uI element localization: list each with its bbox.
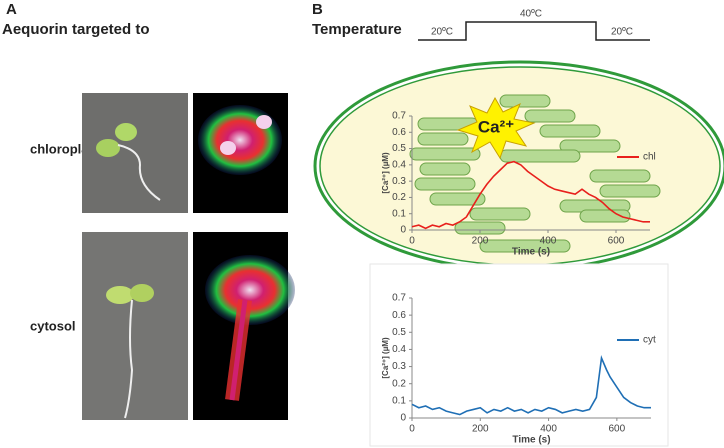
y-tick-label: 0.6 bbox=[392, 127, 406, 138]
data-line bbox=[411, 160, 650, 230]
legend-label: cyt bbox=[643, 335, 656, 346]
y-tick-label: 0.7 bbox=[392, 111, 406, 122]
y-axis-label: [Ca²⁺] (µM) bbox=[381, 152, 390, 194]
legend-label: chl bbox=[643, 152, 656, 163]
x-tick-label: 600 bbox=[609, 424, 626, 435]
y-tick-label: 0 bbox=[400, 225, 406, 236]
seedling-photo bbox=[82, 93, 188, 420]
x-tick-label: 600 bbox=[608, 236, 625, 247]
y-tick-label: 0.1 bbox=[392, 395, 406, 406]
x-tick-label: 0 bbox=[409, 424, 415, 435]
temp-label: 20ºC bbox=[611, 27, 633, 38]
y-tick-label: 0.4 bbox=[392, 344, 406, 355]
x-tick-label: 0 bbox=[409, 236, 415, 247]
badge-text: Ca²⁺ bbox=[478, 117, 514, 136]
y-tick-label: 0.1 bbox=[392, 208, 406, 219]
luminescence-image bbox=[193, 93, 295, 420]
chart-frame bbox=[369, 263, 669, 447]
x-tick-label: 400 bbox=[540, 424, 557, 435]
y-tick-label: 0.5 bbox=[392, 143, 406, 154]
row-label: cytosol bbox=[30, 318, 76, 333]
y-tick-label: 0.5 bbox=[392, 327, 406, 338]
x-tick-label: 200 bbox=[472, 236, 489, 247]
y-tick-label: 0.2 bbox=[392, 192, 406, 203]
panel-letter: A bbox=[6, 1, 17, 18]
x-tick-label: 400 bbox=[540, 236, 557, 247]
panel-letter: B bbox=[312, 1, 323, 18]
temp-label: 40ºC bbox=[520, 9, 542, 20]
chloroplasts bbox=[409, 94, 661, 253]
x-axis-label: Time (s) bbox=[512, 435, 550, 446]
y-tick-label: 0.6 bbox=[392, 310, 406, 321]
y-tick-label: 0.4 bbox=[392, 159, 406, 170]
temperature-trace bbox=[418, 21, 650, 41]
panel-heading: Temperature bbox=[312, 21, 402, 38]
x-axis-label: Time (s) bbox=[512, 247, 550, 258]
y-tick-label: 0 bbox=[400, 413, 406, 424]
x-tick-label: 200 bbox=[472, 424, 489, 435]
data-line bbox=[411, 354, 651, 416]
y-tick-label: 0.3 bbox=[392, 361, 406, 372]
y-axis-label: [Ca²⁺] (µM) bbox=[381, 337, 390, 379]
calcium-badge: Ca²⁺ bbox=[456, 96, 536, 160]
panel-heading: Aequorin targeted to bbox=[2, 21, 150, 38]
y-tick-label: 0.7 bbox=[392, 293, 406, 304]
temp-label: 20ºC bbox=[431, 27, 453, 38]
y-tick-label: 0.2 bbox=[392, 378, 406, 389]
y-tick-label: 0.3 bbox=[392, 176, 406, 187]
